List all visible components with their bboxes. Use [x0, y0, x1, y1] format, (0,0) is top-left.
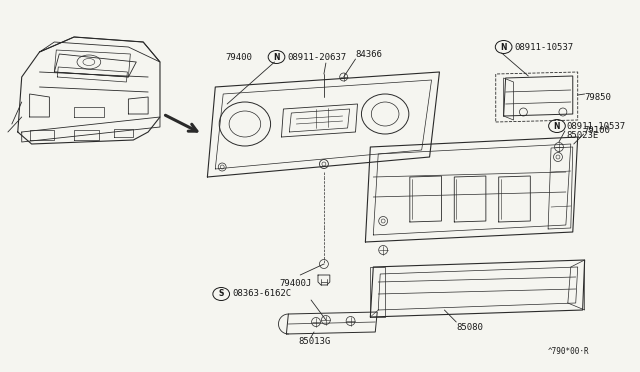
Text: N: N — [500, 42, 507, 51]
Text: S: S — [218, 289, 224, 298]
Text: 79100: 79100 — [584, 125, 611, 135]
Text: 85013G: 85013G — [298, 337, 330, 346]
Text: 85080: 85080 — [456, 323, 483, 331]
Text: 84366: 84366 — [355, 49, 382, 58]
Text: 79400: 79400 — [225, 52, 252, 61]
Text: 79400J: 79400J — [280, 279, 312, 289]
Text: 85023E: 85023E — [567, 131, 599, 140]
Text: 79850: 79850 — [584, 93, 611, 102]
Text: 08911-20637: 08911-20637 — [287, 52, 346, 61]
Text: N: N — [554, 122, 560, 131]
Text: 08911-10537: 08911-10537 — [515, 42, 573, 51]
Text: N: N — [273, 52, 280, 61]
Text: 08911-10537: 08911-10537 — [567, 122, 626, 131]
Text: 08363-6162C: 08363-6162C — [232, 289, 291, 298]
Text: ^790*00·R: ^790*00·R — [548, 347, 589, 356]
